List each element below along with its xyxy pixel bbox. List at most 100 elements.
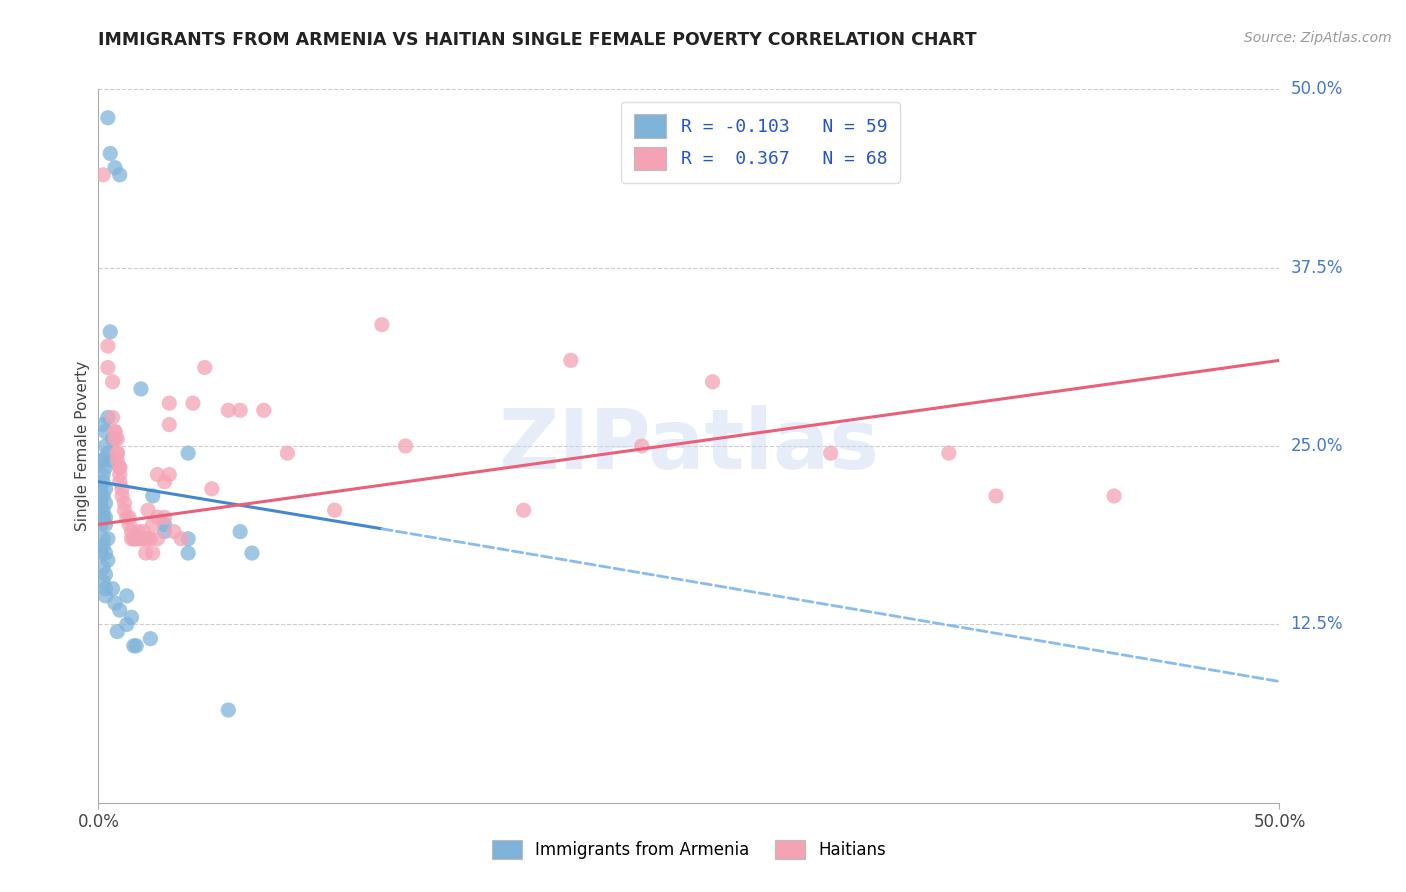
Point bbox=[91, 574, 114, 589]
Point bbox=[94, 567, 117, 582]
Point bbox=[702, 375, 724, 389]
Point bbox=[157, 417, 180, 432]
Point bbox=[512, 503, 534, 517]
Point bbox=[98, 146, 121, 161]
Point bbox=[146, 510, 169, 524]
Point bbox=[108, 460, 131, 475]
Point bbox=[104, 596, 127, 610]
Point bbox=[105, 446, 128, 460]
Point bbox=[91, 453, 114, 467]
Point bbox=[91, 510, 114, 524]
Point bbox=[97, 410, 120, 425]
Point bbox=[90, 453, 112, 467]
Point bbox=[194, 360, 217, 375]
Point bbox=[139, 532, 162, 546]
Text: 12.5%: 12.5% bbox=[1291, 615, 1343, 633]
Point bbox=[136, 503, 159, 517]
Text: Source: ZipAtlas.com: Source: ZipAtlas.com bbox=[1244, 31, 1392, 45]
Point bbox=[229, 403, 252, 417]
Point bbox=[90, 546, 112, 560]
Point bbox=[91, 532, 114, 546]
Point bbox=[229, 524, 252, 539]
Point bbox=[177, 546, 200, 560]
Point bbox=[135, 532, 157, 546]
Point bbox=[112, 503, 135, 517]
Point bbox=[101, 375, 124, 389]
Point bbox=[104, 432, 127, 446]
Point bbox=[108, 168, 131, 182]
Point bbox=[91, 417, 114, 432]
Point bbox=[105, 446, 128, 460]
Y-axis label: Single Female Poverty: Single Female Poverty bbox=[75, 361, 90, 531]
Point bbox=[91, 168, 114, 182]
Point bbox=[177, 532, 200, 546]
Point bbox=[101, 582, 124, 596]
Point bbox=[323, 503, 346, 517]
Point bbox=[115, 589, 138, 603]
Point bbox=[276, 446, 298, 460]
Point bbox=[122, 639, 145, 653]
Point bbox=[118, 510, 141, 524]
Point bbox=[157, 396, 180, 410]
Point bbox=[91, 489, 114, 503]
Point bbox=[105, 453, 128, 467]
Point bbox=[938, 446, 960, 460]
Point bbox=[153, 510, 176, 524]
Point bbox=[108, 460, 131, 475]
Text: 50.0%: 50.0% bbox=[1291, 80, 1343, 98]
Point bbox=[97, 339, 120, 353]
Point bbox=[91, 467, 114, 482]
Point bbox=[101, 410, 124, 425]
Point bbox=[177, 446, 200, 460]
Point bbox=[90, 496, 112, 510]
Point bbox=[142, 489, 165, 503]
Point bbox=[94, 517, 117, 532]
Point bbox=[153, 524, 176, 539]
Point bbox=[104, 425, 127, 439]
Point bbox=[253, 403, 276, 417]
Point bbox=[97, 446, 120, 460]
Point bbox=[217, 403, 239, 417]
Point bbox=[125, 639, 148, 653]
Point bbox=[132, 524, 155, 539]
Point bbox=[105, 432, 128, 446]
Text: ZIPatlas: ZIPatlas bbox=[499, 406, 879, 486]
Point bbox=[820, 446, 842, 460]
Point bbox=[108, 603, 131, 617]
Point bbox=[108, 475, 131, 489]
Point bbox=[98, 325, 121, 339]
Point bbox=[394, 439, 416, 453]
Point bbox=[630, 439, 652, 453]
Point bbox=[91, 503, 114, 517]
Point bbox=[105, 624, 128, 639]
Point bbox=[1102, 489, 1125, 503]
Point bbox=[560, 353, 582, 368]
Point bbox=[170, 532, 193, 546]
Point bbox=[201, 482, 224, 496]
Point bbox=[94, 510, 117, 524]
Text: IMMIGRANTS FROM ARMENIA VS HAITIAN SINGLE FEMALE POVERTY CORRELATION CHART: IMMIGRANTS FROM ARMENIA VS HAITIAN SINGL… bbox=[98, 31, 977, 49]
Point bbox=[142, 517, 165, 532]
Point bbox=[90, 517, 112, 532]
Text: 37.5%: 37.5% bbox=[1291, 259, 1343, 277]
Point bbox=[90, 482, 112, 496]
Point bbox=[163, 524, 186, 539]
Point bbox=[97, 111, 120, 125]
Point bbox=[125, 532, 148, 546]
Point bbox=[94, 496, 117, 510]
Point bbox=[97, 360, 120, 375]
Point bbox=[115, 617, 138, 632]
Point bbox=[97, 553, 120, 567]
Point bbox=[128, 532, 150, 546]
Point bbox=[129, 382, 152, 396]
Legend: Immigrants from Armenia, Haitians: Immigrants from Armenia, Haitians bbox=[485, 833, 893, 866]
Point bbox=[153, 475, 176, 489]
Point bbox=[104, 425, 127, 439]
Point bbox=[121, 610, 143, 624]
Point bbox=[371, 318, 394, 332]
Point bbox=[181, 396, 204, 410]
Point bbox=[217, 703, 239, 717]
Point bbox=[91, 475, 114, 489]
Point bbox=[94, 460, 117, 475]
Point bbox=[94, 439, 117, 453]
